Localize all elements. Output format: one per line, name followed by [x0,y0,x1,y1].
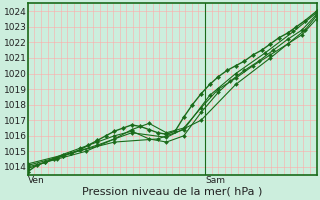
X-axis label: Pression niveau de la mer( hPa ): Pression niveau de la mer( hPa ) [82,187,262,197]
